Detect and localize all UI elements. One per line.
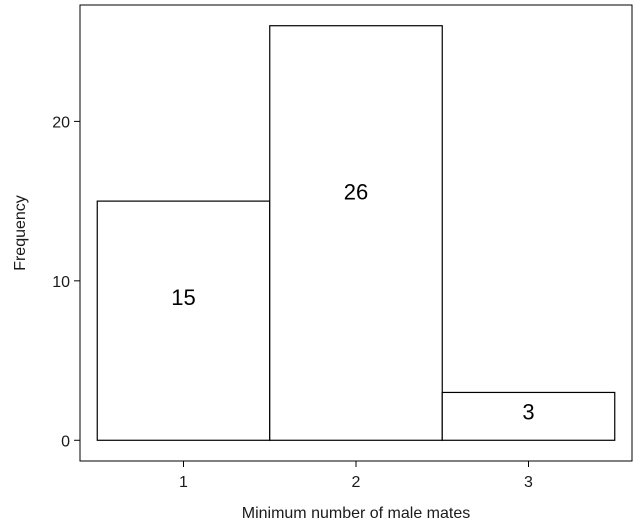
data-label-1: 15 [171, 285, 195, 310]
y-tick-label-0: 0 [61, 433, 70, 450]
x-axis-title: Minimum number of male mates [242, 505, 471, 522]
bar-1 [96, 200, 271, 441]
data-label-2: 26 [344, 180, 368, 205]
y-axis-title: Frequency [12, 195, 29, 271]
bar-2 [269, 25, 443, 441]
data-label-3: 3 [522, 400, 534, 425]
x-tick-label-2: 2 [352, 474, 361, 491]
y-tick-label-20: 20 [52, 114, 70, 131]
bar-3 [441, 391, 616, 441]
y-tick-label-10: 10 [52, 274, 70, 291]
x-tick-label-1: 1 [179, 474, 188, 491]
x-tick-label-3: 3 [524, 474, 533, 491]
